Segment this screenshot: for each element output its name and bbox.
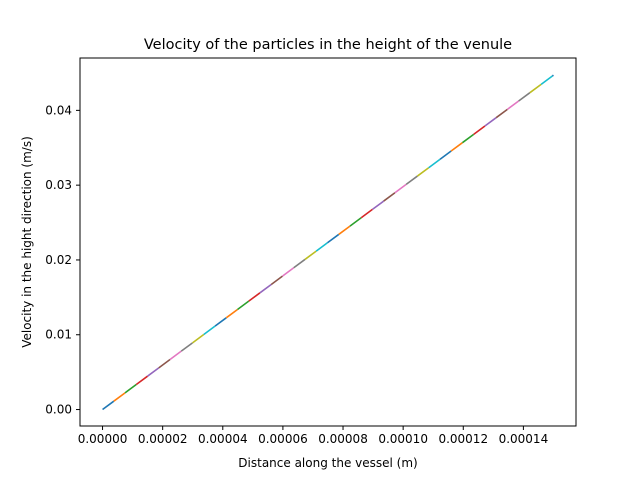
y-tick-label: 0.02	[45, 253, 72, 267]
chart-title: Velocity of the particles in the height …	[144, 37, 512, 53]
x-tick-label: 0.00004	[198, 432, 248, 446]
series-line-1	[102, 74, 554, 411]
y-tick-label: 0.01	[45, 328, 72, 342]
y-tick-label: 0.00	[45, 403, 72, 417]
y-tick-label: 0.03	[45, 178, 72, 192]
x-tick-label: 0.00012	[438, 432, 488, 446]
x-axis-ticks: 0.00000 0.00002 0.00004 0.00006 0.00008 0.000…	[78, 426, 548, 446]
x-tick-label: 0.00006	[258, 432, 308, 446]
x-tick-label: 0.00014	[499, 432, 549, 446]
x-tick-label: 0.00000	[78, 432, 128, 446]
series-layer	[102, 74, 554, 411]
series-line-4	[102, 74, 554, 411]
x-tick-label: 0.00002	[138, 432, 188, 446]
y-axis-ticks: 0.00 0.01 0.02 0.03 0.04	[45, 103, 80, 417]
x-tick-label: 0.00010	[378, 432, 428, 446]
x-axis-label: Distance along the vessel (m)	[238, 456, 417, 470]
y-tick-label: 0.04	[45, 103, 72, 117]
plot-frame	[79, 57, 577, 427]
series-line-7	[102, 74, 554, 411]
x-tick-label: 0.00008	[318, 432, 368, 446]
y-axis-label: Velocity in the hight direction (m/s)	[20, 136, 34, 348]
